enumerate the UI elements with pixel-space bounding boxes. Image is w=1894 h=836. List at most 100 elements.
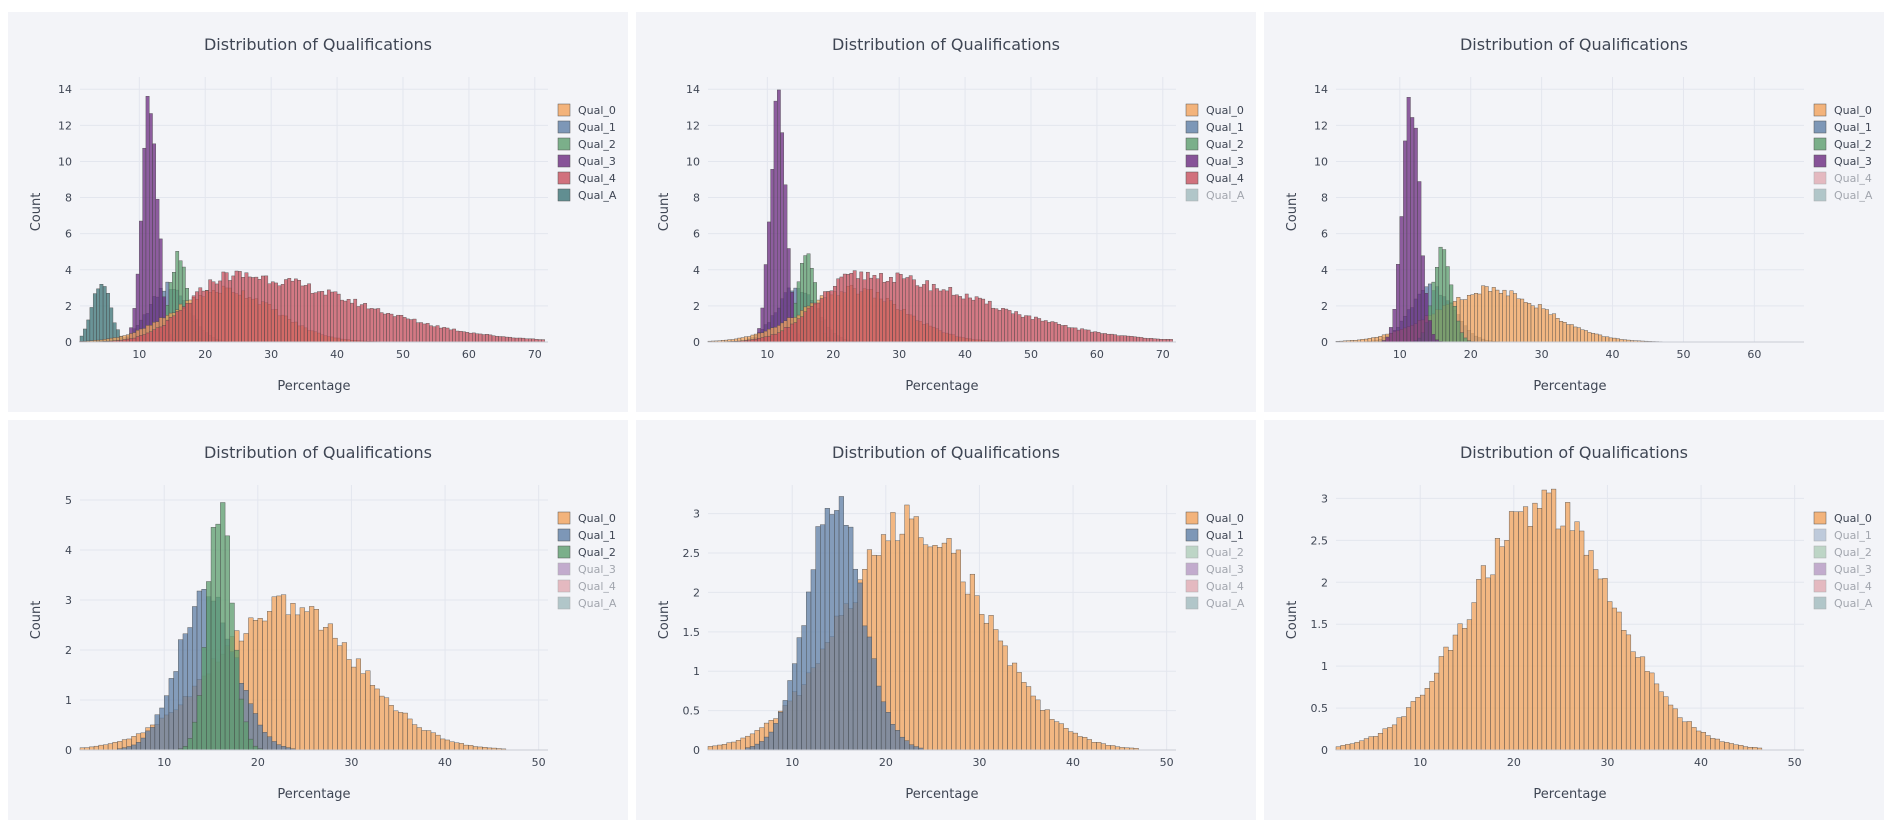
histogram-bar[interactable] [1136,336,1140,343]
histogram-bar[interactable] [815,526,821,751]
histogram-bar[interactable] [1574,521,1580,751]
histogram-bar[interactable] [759,741,765,751]
histogram-bar[interactable] [1388,327,1393,343]
histogram-bar[interactable] [366,308,371,343]
histogram-bar[interactable] [131,744,137,751]
histogram-bar[interactable] [356,306,361,343]
histogram-bar[interactable] [1700,732,1706,751]
legend-item-qual-4[interactable]: Qual_4 [557,579,616,593]
histogram-bar[interactable] [1035,699,1041,751]
histogram-bar[interactable] [149,727,156,751]
histogram-bar[interactable] [1625,634,1632,751]
histogram-bar[interactable] [154,714,160,751]
histogram-bar[interactable] [1037,318,1042,343]
histogram-bar[interactable] [904,504,910,751]
histogram-bar[interactable] [993,629,999,751]
histogram-bar[interactable] [1480,565,1486,751]
histogram-bar[interactable] [1076,329,1081,343]
histogram-bar[interactable] [721,744,727,751]
histogram-bar[interactable] [763,264,768,343]
histogram-bar[interactable] [1123,335,1127,343]
histogram-bar[interactable] [1040,710,1046,751]
histogram-bar[interactable] [862,279,867,343]
histogram-bar[interactable] [796,637,802,751]
histogram-bar[interactable] [1555,528,1561,751]
histogram-bar[interactable] [955,549,961,751]
histogram-bar[interactable] [1438,656,1444,751]
legend-item-qual-4[interactable]: Qual_4 [557,171,616,185]
histogram-bar[interactable] [472,746,478,751]
histogram-bar[interactable] [1387,727,1393,751]
histogram-bar[interactable] [1457,623,1463,751]
histogram-bar[interactable] [829,290,834,343]
histogram-bar[interactable] [1616,611,1622,751]
histogram-bar[interactable] [1552,313,1557,343]
histogram-bar[interactable] [178,639,184,751]
legend-item-qual-a[interactable]: Qual_A [557,596,617,610]
histogram-bar[interactable] [277,285,282,343]
histogram-bar[interactable] [243,721,249,751]
histogram-bar[interactable] [261,275,265,343]
histogram-bar[interactable] [974,595,980,751]
histogram-bar[interactable] [913,516,919,751]
histogram-bar[interactable] [1378,336,1383,343]
histogram-bar[interactable] [247,276,252,343]
histogram-bar[interactable] [987,300,992,343]
histogram-bar[interactable] [1420,255,1425,343]
histogram-bar[interactable] [198,287,203,343]
histogram-bar[interactable] [1602,578,1608,751]
histogram-bar[interactable] [140,737,146,751]
histogram-bar[interactable] [1484,286,1489,343]
histogram-bar[interactable] [1583,554,1589,751]
histogram-bar[interactable] [823,291,827,343]
legend-item-qual-1[interactable]: Qual_1 [1813,528,1872,542]
histogram-bar[interactable] [1728,743,1734,751]
histogram-bar[interactable] [735,740,741,751]
legend-item-qual-2[interactable]: Qual_2 [557,545,616,559]
legend-item-qual-0[interactable]: Qual_0 [1813,511,1872,525]
histogram-bar[interactable] [954,294,959,343]
histogram-bar[interactable] [514,337,519,343]
histogram-bar[interactable] [786,327,791,343]
histogram-bar[interactable] [159,707,165,751]
histogram-bar[interactable] [99,284,104,343]
histogram-bar[interactable] [135,742,142,751]
histogram-bar[interactable] [407,718,413,751]
histogram-bar[interactable] [379,312,384,343]
histogram-bar[interactable] [842,273,847,343]
histogram-bar[interactable] [218,280,222,343]
histogram-bar[interactable] [780,132,785,343]
histogram-bar[interactable] [1011,313,1015,343]
histogram-bar[interactable] [859,271,864,343]
histogram-bar[interactable] [1516,298,1521,343]
histogram-bar[interactable] [1410,701,1416,751]
histogram-bar[interactable] [885,712,891,751]
histogram-bar[interactable] [1403,140,1408,343]
histogram-bar[interactable] [1714,738,1720,751]
histogram-bar[interactable] [898,274,903,343]
legend-item-qual-3[interactable]: Qual_3 [557,562,616,576]
legend-item-qual-0[interactable]: Qual_0 [557,103,616,117]
histogram-bar[interactable] [369,685,376,751]
histogram-bar[interactable] [909,744,915,751]
histogram-bar[interactable] [1063,727,1069,751]
histogram-bar[interactable] [1080,328,1084,343]
histogram-bar[interactable] [1593,569,1599,751]
histogram-bar[interactable] [1129,336,1134,343]
histogram-bar[interactable] [1579,530,1585,751]
histogram-bar[interactable] [158,326,163,343]
histogram-bar[interactable] [836,278,841,343]
histogram-bar[interactable] [1459,332,1464,343]
histogram-bar[interactable] [1494,538,1500,751]
histogram-bar[interactable] [224,272,229,343]
histogram-bar[interactable] [1100,743,1106,751]
histogram-bar[interactable] [1518,511,1524,751]
legend-item-qual-a[interactable]: Qual_A [1185,596,1245,610]
histogram-bar[interactable] [796,318,801,343]
histogram-bar[interactable] [912,279,916,343]
histogram-bar[interactable] [1012,662,1018,751]
histogram-bar[interactable] [399,315,404,343]
histogram-bar[interactable] [951,294,956,343]
histogram-bar[interactable] [806,591,812,751]
legend-item-qual-4[interactable]: Qual_4 [1813,171,1872,185]
